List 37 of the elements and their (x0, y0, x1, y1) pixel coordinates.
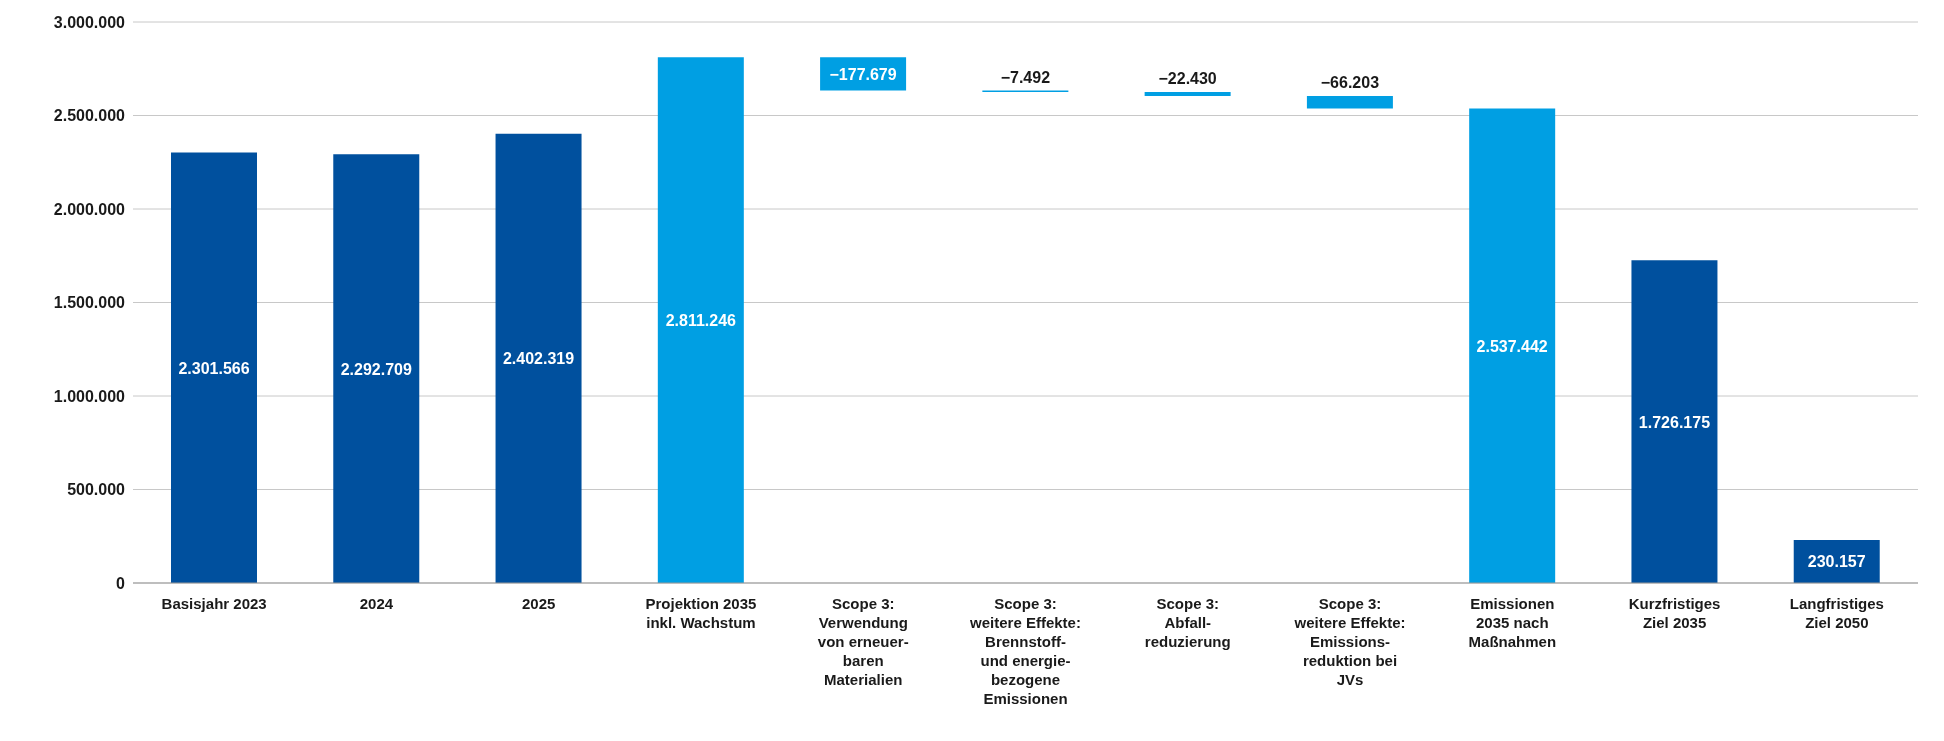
y-tick-label: 1.500.000 (53, 294, 126, 312)
x-tick-label: Kurzfristiges Ziel 2035 (1628, 595, 1721, 631)
data-label: 2.292.709 (340, 360, 412, 378)
x-tick-label: Langfristiges Ziel 2050 (1789, 595, 1884, 631)
bar (657, 57, 744, 583)
x-tick-label: Scope 3: Verwendung von erneuer- baren Materialien (817, 595, 909, 688)
data-label: 2.402.319 (502, 350, 575, 368)
x-tick-label: Emissionen 2035 nach Maßnahmen (1468, 595, 1557, 650)
bar (1144, 91, 1231, 97)
data-label: 1.726.175 (1638, 413, 1711, 431)
x-tick-label: Basisjahr 2023 (161, 595, 267, 612)
x-tick-label: 2024 (359, 595, 394, 612)
data-label: −66.203 (1320, 74, 1380, 92)
x-tick-label: 2025 (521, 595, 556, 612)
bar (171, 152, 257, 583)
y-tick-label: 1.000.000 (53, 387, 126, 405)
x-tick-label: Scope 3: weitere Effekte: Brennstoff- und energie- bezogene Emissionen (969, 595, 1081, 707)
data-label: 2.811.246 (665, 312, 737, 330)
x-tick-label: Scope 3: weitere Effekte: Emissions- reduktion bei JVs (1293, 595, 1406, 688)
y-tick-label: 0 (116, 574, 126, 592)
data-label: −22.430 (1158, 69, 1217, 87)
y-tick-label: 2.500.000 (53, 107, 126, 125)
y-tick-label: 3.000.000 (53, 13, 126, 31)
data-label: 2.301.566 (178, 359, 250, 377)
bar (1306, 96, 1393, 109)
data-label: 2.537.442 (1476, 337, 1548, 355)
x-tick-label: Scope 3: Abfall- reduzierung (1144, 595, 1231, 650)
bar (495, 133, 582, 583)
data-label: −7.492 (1000, 68, 1051, 86)
data-label: 230.157 (1807, 553, 1866, 571)
x-tick-label: Projektion 2035 inkl. Wachstum (645, 595, 757, 631)
bar (1631, 260, 1718, 583)
y-tick-label: 2.000.000 (53, 200, 126, 218)
bar (333, 154, 420, 583)
bar (1469, 108, 1556, 583)
y-tick-label: 500.000 (67, 481, 126, 499)
data-label: −177.679 (829, 65, 897, 83)
